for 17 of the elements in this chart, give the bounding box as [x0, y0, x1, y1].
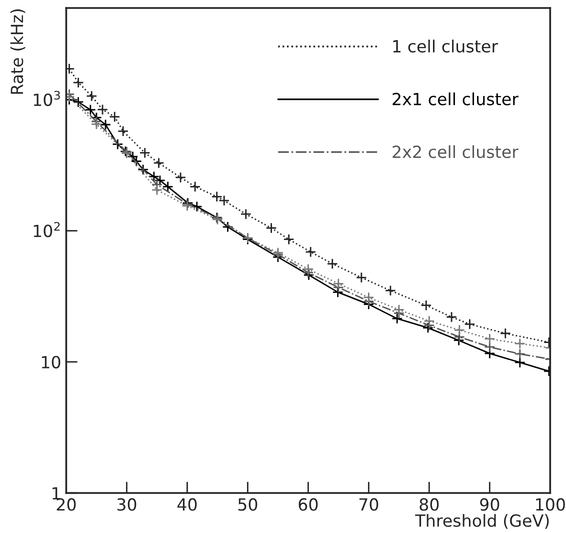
x-tick-label: 50	[238, 498, 258, 511]
y-tick-label: 10	[42, 356, 60, 368]
x-tick-label: 80	[420, 498, 439, 511]
text: 1 cell cluster	[393, 40, 498, 53]
x-tick-label: 40	[177, 498, 197, 511]
x-tick-label: 30	[117, 498, 136, 511]
text: 2x1 cell cluster	[392, 92, 518, 106]
y-tick-label: 10$^{2}$	[34, 222, 60, 238]
x-tick-label: 60	[298, 498, 318, 511]
y-axis-title: Rate (kHz)	[10, 9, 26, 94]
text: 2x2 cell cluster	[392, 145, 518, 158]
x-axis-title: Threshold (GeV)	[415, 514, 549, 529]
y-tick-label: 10$^{3}$	[34, 90, 60, 106]
x-tick-label: 90	[480, 498, 500, 511]
x-tick-label: 100	[536, 498, 565, 511]
x-tick-label: 20	[56, 498, 76, 511]
x-tick-label: 70	[359, 498, 378, 511]
